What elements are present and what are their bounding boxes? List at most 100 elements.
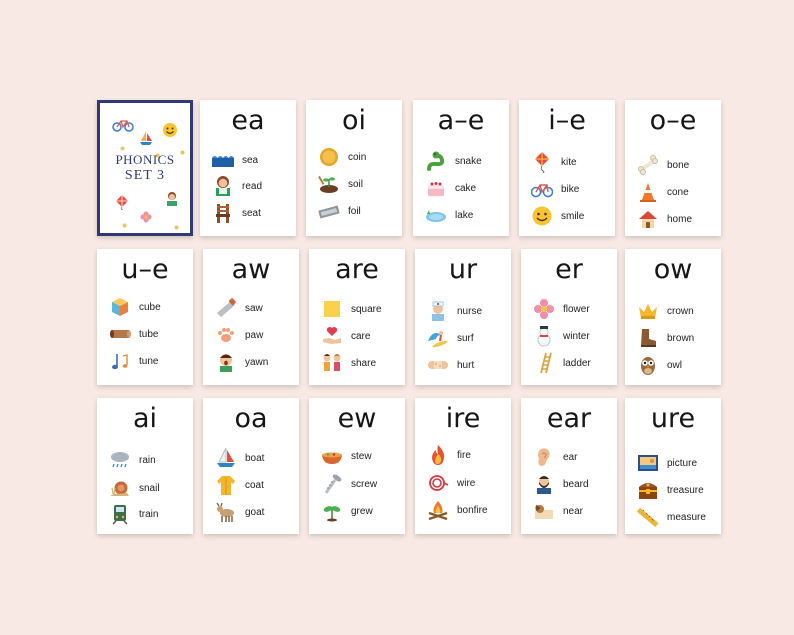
- sound-label: ur: [448, 254, 478, 285]
- star-icon: [120, 136, 125, 155]
- word-row: bonfire: [427, 499, 507, 521]
- word-row: sea: [212, 149, 292, 171]
- dog-near-icon: [533, 500, 555, 522]
- word-row: grew: [321, 500, 401, 522]
- sound-label: ea: [231, 105, 265, 136]
- star-icon: [155, 143, 160, 162]
- word-label: coin: [348, 151, 367, 163]
- word-row: coat: [215, 474, 295, 496]
- word-label: brown: [667, 332, 695, 344]
- word-label: goat: [245, 506, 265, 518]
- word-row: hurt: [427, 354, 507, 376]
- word-label: measure: [667, 511, 706, 523]
- word-row: wire: [427, 472, 507, 494]
- word-row: surf: [427, 327, 507, 349]
- word-row: bone: [637, 154, 717, 176]
- sound-label: a–e: [437, 105, 485, 136]
- word-row: ear: [533, 446, 613, 468]
- bone-icon: [637, 154, 659, 176]
- word-row: measure: [637, 506, 717, 528]
- cube-icon: [109, 296, 131, 318]
- word-label: snake: [455, 155, 482, 167]
- foil-roll-icon: [318, 200, 340, 222]
- paw-icon: [215, 324, 237, 346]
- sea-waves-icon: [212, 149, 234, 171]
- kite-icon: [531, 151, 553, 173]
- sound-label: ew: [337, 403, 377, 434]
- word-label: crown: [667, 305, 694, 317]
- word-label: share: [351, 357, 377, 369]
- word-label: fire: [457, 449, 471, 461]
- soil-plant-icon: [318, 173, 340, 195]
- word-label: nurse: [457, 305, 483, 317]
- picture-icon: [637, 452, 659, 474]
- word-label: tube: [139, 328, 159, 340]
- square-icon: [321, 298, 343, 320]
- word-label: train: [139, 508, 159, 520]
- word-row: cone: [637, 181, 717, 203]
- word-label: surf: [457, 332, 474, 344]
- word-row: rain: [109, 449, 189, 471]
- crown-icon: [637, 300, 659, 322]
- cover-card: PHONICS SET 3: [97, 100, 193, 236]
- flashcard-ure: ure picture treasure measure: [625, 398, 721, 534]
- word-label: soil: [348, 178, 364, 190]
- word-label: flower: [563, 303, 590, 315]
- word-row: ladder: [533, 352, 613, 374]
- bike-icon: [112, 117, 134, 136]
- bike-icon: [531, 178, 553, 200]
- sound-label: are: [335, 254, 379, 285]
- word-label: yawn: [245, 356, 269, 368]
- word-label: kite: [561, 156, 577, 168]
- word-label: tune: [139, 355, 159, 367]
- train-icon: [109, 503, 131, 525]
- flashcard-a-e: a–e snake cake lake: [413, 100, 509, 236]
- word-row: stew: [321, 445, 401, 467]
- sound-label: i–e: [548, 105, 586, 136]
- word-label: seat: [242, 207, 261, 219]
- coin-icon: [318, 146, 340, 168]
- word-row: near: [533, 500, 613, 522]
- word-label: picture: [667, 457, 698, 469]
- cover-subtitle: SET 3: [124, 168, 166, 183]
- heart-hand-icon: [321, 325, 343, 347]
- word-label: read: [242, 180, 263, 192]
- saw-icon: [215, 297, 237, 319]
- flashcard-ew: ew stew screw grew: [309, 398, 405, 534]
- sound-label: er: [555, 254, 583, 285]
- word-label: foil: [348, 205, 361, 217]
- word-row: yawn: [215, 351, 295, 373]
- sprout-icon: [321, 500, 343, 522]
- flashcard-ire: ire fire wire bonfire: [415, 398, 511, 534]
- word-row: beard: [533, 473, 613, 495]
- flower-icon: [533, 298, 555, 320]
- flashcard-ear: ear ear beard near: [521, 398, 617, 534]
- word-row: foil: [318, 200, 398, 222]
- word-row: cake: [425, 177, 505, 199]
- kite-icon: [114, 194, 130, 214]
- word-row: cube: [109, 296, 189, 318]
- star-icon: [122, 213, 127, 232]
- word-label: cone: [667, 186, 689, 198]
- snowman-icon: [533, 325, 555, 347]
- word-row: owl: [637, 354, 717, 376]
- flashcard-o-e: o–e bone cone home: [625, 100, 721, 236]
- word-label: ear: [563, 451, 578, 463]
- snake-icon: [425, 150, 447, 172]
- word-label: bike: [561, 183, 580, 195]
- smile-icon: [162, 122, 178, 142]
- star-icon: [174, 215, 179, 234]
- word-row: treasure: [637, 479, 717, 501]
- star-icon: [180, 140, 185, 159]
- sailboat-icon: [215, 447, 237, 469]
- word-label: screw: [351, 478, 378, 490]
- word-label: boat: [245, 452, 265, 464]
- bandage-icon: [427, 354, 449, 376]
- word-row: seat: [212, 202, 292, 224]
- word-label: owl: [667, 359, 683, 371]
- flashcard-er: er flower winter ladder: [521, 249, 617, 385]
- smile-icon: [531, 205, 553, 227]
- flashcard-ur: ur nurse surf hurt: [415, 249, 511, 385]
- rain-cloud-icon: [109, 449, 131, 471]
